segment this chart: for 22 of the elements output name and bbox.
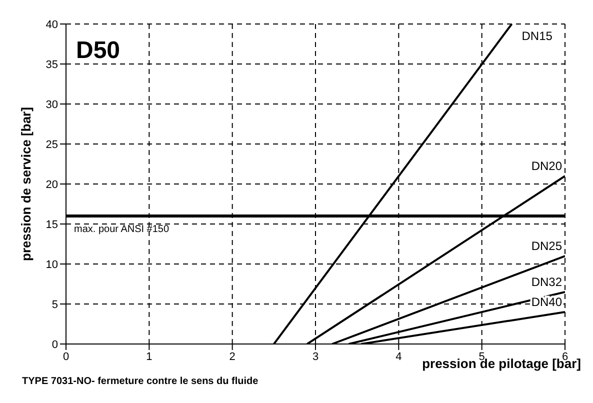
y-tick-label: 5 <box>52 298 58 311</box>
y-tick-label: 20 <box>46 178 58 191</box>
y-tick-label: 15 <box>46 218 58 231</box>
x-tick-label: 3 <box>312 350 319 363</box>
x-tick-label: 4 <box>396 350 402 363</box>
series-label: DN20 <box>531 159 562 173</box>
x-tick-label: 2 <box>229 350 236 363</box>
y-tick-label: 25 <box>46 138 58 151</box>
y-tick-label: 40 <box>46 18 58 31</box>
y-tick-label: 30 <box>46 98 58 111</box>
x-tick-label: 0 <box>62 350 70 363</box>
series-label: DN15 <box>522 29 553 43</box>
y-tick-label: 0 <box>52 338 58 351</box>
y-tick-label: 10 <box>46 258 58 271</box>
series-label: DN32 <box>531 275 562 289</box>
x-tick-label: 1 <box>146 350 152 363</box>
text: TYPE 7031-NO- fermeture contre le sens du fluide <box>22 376 258 387</box>
text: D50 <box>76 37 120 64</box>
y-tick-label: 35 <box>46 58 58 71</box>
series-label: DN25 <box>531 239 562 253</box>
ref-line-label: max. pour ANSI #150 <box>74 224 170 235</box>
y-axis-title: pression de service [bar] <box>18 107 34 261</box>
